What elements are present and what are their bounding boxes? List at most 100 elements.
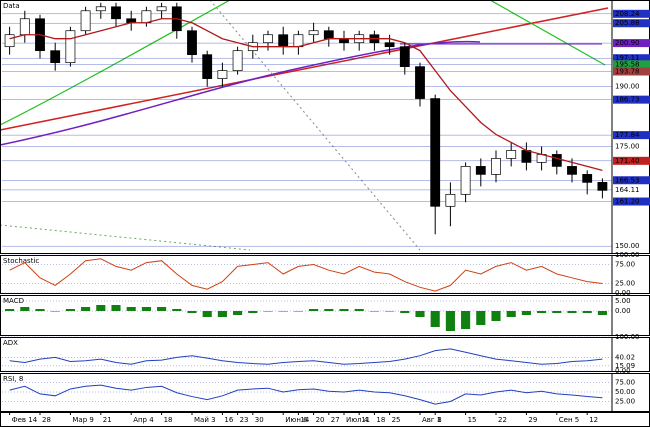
y-tick-label: 171.40 bbox=[615, 157, 640, 165]
histogram-bar bbox=[81, 307, 91, 311]
price-label-box bbox=[613, 197, 650, 206]
candle-body bbox=[293, 34, 304, 48]
candle-body bbox=[187, 30, 197, 56]
y-tick-label: 75.00 bbox=[615, 379, 635, 387]
candle-body bbox=[384, 42, 395, 48]
histogram-bar bbox=[339, 309, 349, 311]
x-tick-label: Июл 4 bbox=[346, 416, 369, 424]
histogram-bar bbox=[385, 311, 395, 312]
y-tick-label: 25.00 bbox=[615, 280, 635, 288]
candle-body bbox=[323, 30, 334, 40]
x-tick-label: 8 bbox=[437, 416, 441, 424]
candle-body bbox=[460, 166, 471, 195]
x-tick-label: 22 bbox=[498, 416, 507, 424]
candle-body bbox=[111, 6, 121, 20]
moving-average bbox=[0, 0, 231, 126]
candle-body bbox=[217, 70, 228, 79]
y-tick-label: 5.00 bbox=[615, 297, 631, 305]
histogram-bar bbox=[111, 305, 121, 311]
price-label-box bbox=[613, 9, 650, 18]
y-tick-label: 186.73 bbox=[615, 96, 640, 104]
candle-body bbox=[491, 158, 501, 175]
y-tick-label: 40.02 bbox=[615, 353, 635, 361]
histogram-bar bbox=[126, 307, 136, 311]
candle-body bbox=[278, 34, 289, 48]
panel-title: Stochastic bbox=[3, 257, 39, 265]
x-tick-label: 21 bbox=[103, 416, 112, 424]
candle-body bbox=[582, 174, 593, 183]
candle-body bbox=[202, 54, 213, 79]
price-label-box bbox=[613, 60, 650, 69]
y-tick-label: 161.20 bbox=[615, 198, 640, 206]
y-tick-label: 205.88 bbox=[615, 19, 640, 27]
candle-body bbox=[597, 182, 608, 191]
candle-body bbox=[430, 98, 441, 207]
fan-line bbox=[0, 224, 251, 251]
histogram-bar bbox=[96, 305, 106, 311]
candle-body bbox=[232, 50, 243, 71]
histogram-bar bbox=[5, 309, 15, 311]
indicator-line bbox=[9, 348, 603, 365]
price-label-box bbox=[613, 67, 650, 76]
x-tick-label: Май 3 bbox=[194, 416, 216, 424]
x-tick-label: 11 bbox=[361, 416, 370, 424]
histogram-bar bbox=[506, 311, 516, 317]
y-tick-label: 0.00 bbox=[615, 307, 631, 315]
price-label-box bbox=[613, 39, 650, 48]
histogram-bar bbox=[187, 311, 197, 313]
histogram-bar bbox=[476, 311, 486, 325]
candle-body bbox=[308, 30, 319, 36]
x-tick-label: 12 bbox=[589, 416, 598, 424]
candle-body bbox=[156, 6, 167, 12]
histogram-bar bbox=[491, 311, 501, 321]
candle-body bbox=[475, 166, 486, 175]
x-tick-label: 18 bbox=[164, 416, 173, 424]
y-tick-label: 164.11 bbox=[615, 186, 640, 194]
y-tick-label: 190.00 bbox=[615, 83, 640, 91]
y-tick-label: 15.09 bbox=[615, 362, 635, 370]
y-tick-label: 25.00 bbox=[615, 398, 635, 406]
candle-body bbox=[4, 34, 15, 48]
y-tick-label: 0.00 bbox=[615, 367, 631, 375]
price-label-box bbox=[613, 176, 650, 185]
candle-body bbox=[567, 166, 577, 175]
candle-body bbox=[50, 50, 61, 64]
histogram-bar bbox=[309, 309, 319, 311]
price-label-box bbox=[613, 54, 650, 63]
histogram-bar bbox=[354, 309, 364, 311]
histogram-bar bbox=[202, 311, 212, 317]
histogram-bar bbox=[415, 311, 425, 317]
histogram-bar bbox=[567, 311, 577, 313]
histogram-bar bbox=[35, 309, 45, 311]
candle-body bbox=[506, 150, 517, 159]
x-tick-label: 28 bbox=[42, 416, 51, 424]
x-tick-label: 25 bbox=[392, 416, 401, 424]
indicator-line bbox=[9, 258, 603, 292]
panel-title: ADX bbox=[3, 339, 18, 347]
candle-body bbox=[415, 66, 425, 99]
histogram-bar bbox=[445, 311, 455, 331]
y-tick-label: 150.00 bbox=[615, 242, 640, 250]
price-label-box bbox=[613, 19, 650, 28]
histogram-bar bbox=[157, 307, 167, 311]
histogram-bar bbox=[20, 307, 30, 311]
x-tick-label: 23 bbox=[240, 416, 249, 424]
y-tick-label: 75.00 bbox=[615, 261, 635, 269]
x-tick-label: Авг 1 bbox=[422, 416, 441, 424]
x-tick-label: 27 bbox=[331, 416, 340, 424]
y-tick-label: 100.00 bbox=[615, 251, 640, 259]
y-tick-label: 193.78 bbox=[615, 68, 640, 76]
y-tick-label: 177.84 bbox=[615, 131, 640, 139]
histogram-bar bbox=[248, 311, 258, 313]
indicator-line bbox=[9, 384, 603, 405]
candle-body bbox=[399, 46, 410, 67]
x-tick-label: 14 bbox=[300, 416, 309, 424]
y-tick-label: 175.00 bbox=[615, 142, 640, 150]
histogram-bar bbox=[141, 307, 151, 311]
x-tick-label: Апр 4 bbox=[133, 416, 154, 424]
panel-title: MACD bbox=[3, 297, 24, 305]
x-tick-label: 16 bbox=[224, 416, 233, 424]
histogram-bar bbox=[324, 309, 334, 311]
